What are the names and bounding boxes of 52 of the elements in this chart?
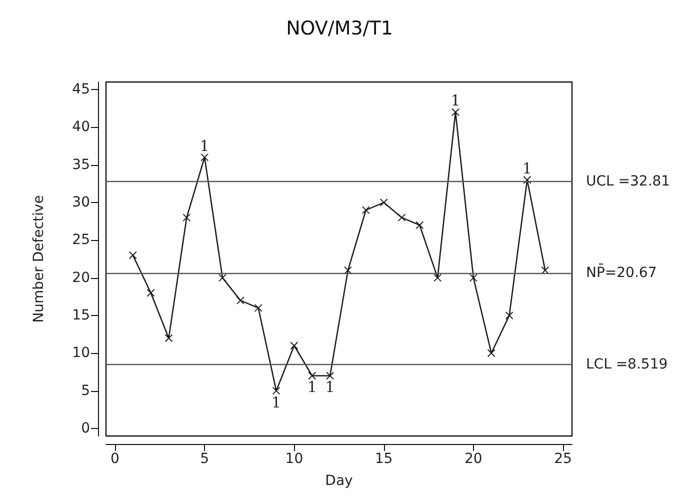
x-tick-label: 10 [285,451,304,467]
point [541,266,550,274]
annotation: 1 [271,393,282,412]
y-tick-label: 5 [81,382,90,399]
y-tick-label: 40 [72,119,90,136]
y-tick-label: 0 [81,420,90,436]
y-axis-title: Number Defective [31,195,47,323]
point [362,206,370,214]
point [434,274,442,282]
point [344,266,352,274]
point [505,311,514,320]
annotation: 1 [522,159,532,178]
point [182,214,191,222]
annotation: 1 [325,378,335,396]
point [128,251,137,260]
point [254,304,262,312]
point [469,274,478,282]
y-tick-label: 30 [72,194,90,211]
ref-line-label: LCL =8.519 [586,356,668,372]
ref-line-label: NP̄=20.67 [586,263,657,281]
ref-line-label: UCL =32.81 [586,173,670,190]
point [398,214,406,222]
point [218,274,226,282]
y-tick-label: 15 [72,307,90,324]
annotation: 1 [450,92,460,110]
chart-title: NOV/M3/T1 [286,18,393,40]
point [326,372,334,380]
x-tick-label: 15 [374,451,393,467]
point [487,349,496,358]
y-tick-label: 25 [72,232,90,248]
point [146,288,155,297]
point [380,198,388,207]
point [236,296,244,304]
point [416,221,424,230]
y-tick-label: 10 [72,345,90,362]
point [452,108,460,116]
point [164,334,173,342]
y-tick-label: 35 [72,156,90,173]
x-axis-title: Day [325,473,353,489]
annotation: 1 [307,378,317,396]
x-tick-label: 25 [554,451,572,467]
point [308,372,316,380]
point [272,386,280,395]
y-tick-label: 45 [72,82,90,98]
annotation: 1 [200,136,210,155]
point [290,342,298,350]
point [523,176,532,184]
x-tick-label: 0 [110,451,120,467]
y-tick-label: 20 [72,270,90,286]
point [200,153,209,162]
x-tick-label: 5 [200,451,210,467]
x-tick-label: 20 [464,451,482,467]
